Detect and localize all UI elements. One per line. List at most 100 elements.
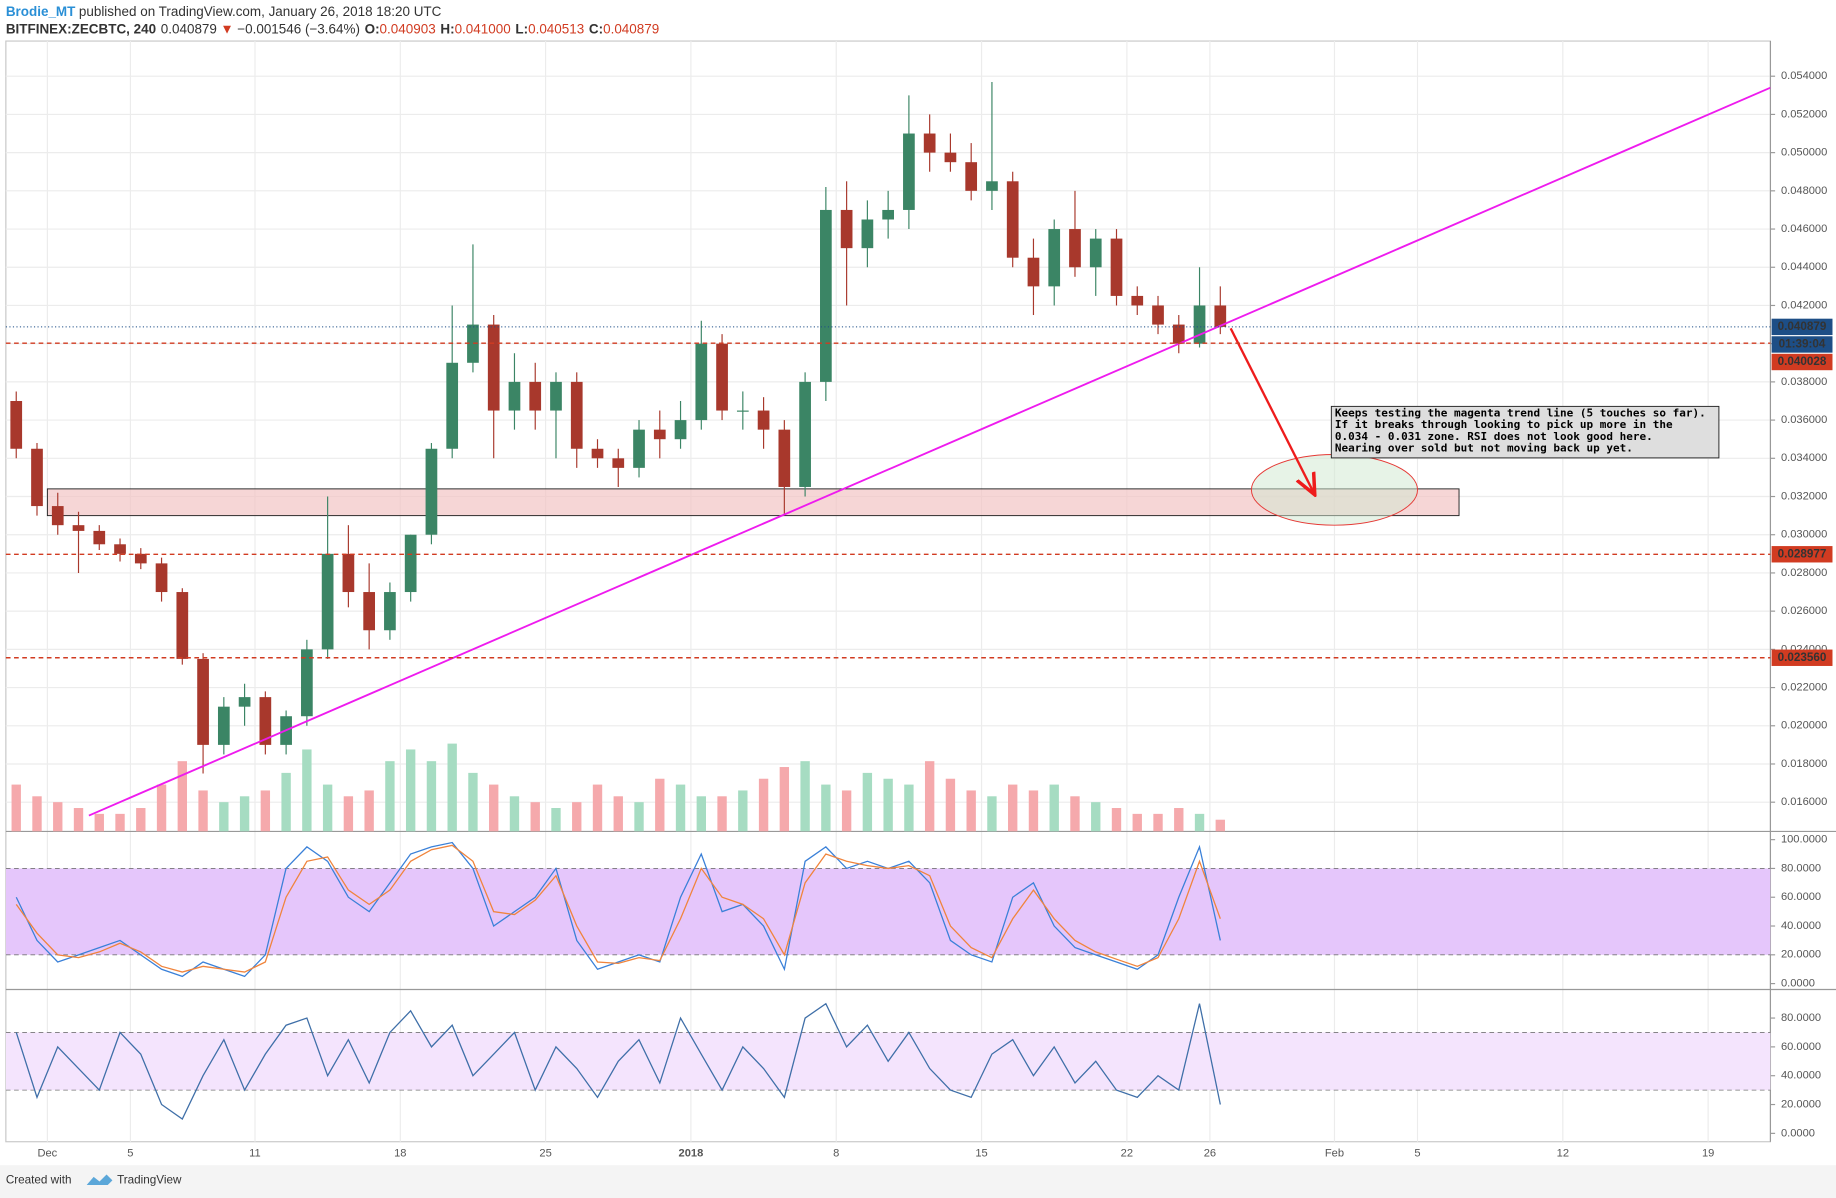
y-tick-label: 0.032000	[1781, 490, 1827, 502]
y-tick-label: 0.0000	[1781, 1127, 1815, 1139]
y-tick-label: 0.050000	[1781, 147, 1827, 159]
volume-bar	[738, 790, 748, 832]
candle-body	[404, 534, 417, 593]
volume-bar	[572, 802, 582, 832]
volume-bar	[1091, 802, 1101, 832]
candle-body	[93, 530, 106, 545]
candle-body	[1131, 295, 1144, 306]
y-tick-label: 0.048000	[1781, 185, 1827, 197]
volume-bar	[945, 778, 956, 832]
candle-body	[508, 381, 521, 411]
header-line: Brodie_MT published on TradingView.com, J…	[6, 3, 442, 18]
x-tick-label: 18	[394, 1147, 406, 1159]
published: published on TradingView.com, January 26…	[79, 3, 442, 18]
x-tick-label: 5	[1414, 1147, 1420, 1159]
volume-bar	[613, 796, 623, 832]
y-tick-label: 0.030000	[1781, 529, 1827, 541]
y-tick-label: 60.0000	[1781, 891, 1821, 903]
target-ellipse	[1250, 454, 1418, 526]
symbol: BITFINEX:ZECBTC, 240	[6, 21, 156, 36]
countdown-tag	[1771, 336, 1833, 353]
volume-bar	[1049, 784, 1059, 832]
footer-brand[interactable]: TradingView	[117, 1173, 182, 1186]
volume-bar	[73, 808, 84, 832]
indicator-pane	[5, 841, 1771, 978]
x-tick-label: 15	[975, 1147, 987, 1159]
candle-body	[134, 553, 147, 564]
x-tick-label: Feb	[1325, 1147, 1344, 1159]
note-line: Nearing over sold but not moving back up…	[1335, 442, 1633, 455]
y-tick-label: 0.028000	[1781, 567, 1827, 579]
volume-bar	[32, 796, 42, 832]
candle-body	[1110, 238, 1123, 296]
candle-body	[612, 458, 625, 468]
y-tick-label: 0.044000	[1781, 261, 1827, 273]
volume-bar	[281, 772, 291, 832]
ohlc-label: L:	[515, 21, 528, 36]
volume-bar	[219, 802, 229, 832]
candle-body	[217, 706, 230, 745]
candle-body	[695, 343, 708, 421]
volume-bar	[530, 802, 540, 832]
y-tick-label: 0.020000	[1781, 720, 1827, 732]
candle-body	[467, 324, 479, 363]
candle-body	[1069, 229, 1081, 268]
volume-bar	[94, 813, 104, 832]
volume-bar	[758, 778, 769, 832]
volume-bar	[509, 796, 520, 832]
candle-body	[155, 563, 168, 593]
ohlc-label: O:	[365, 21, 380, 36]
y-tick-label: 0.022000	[1781, 682, 1827, 694]
y-tick-label: 20.0000	[1781, 949, 1821, 961]
ohlc-value: 0.040903	[380, 21, 436, 36]
price-tag	[1771, 353, 1833, 371]
candle-body	[197, 658, 209, 745]
forecast-arrow	[1229, 327, 1314, 492]
y-tick-label: 0.052000	[1781, 108, 1827, 120]
price-tag-label: 0.040879	[1778, 320, 1827, 333]
last-price: 0.040879	[161, 21, 217, 36]
volume-bar	[883, 778, 893, 832]
volume-bar	[675, 784, 686, 832]
candle-body	[903, 133, 915, 210]
candle-body	[591, 448, 604, 459]
candle-body	[529, 381, 542, 411]
candle-body	[570, 381, 583, 449]
author[interactable]: Brodie_MT	[6, 3, 76, 18]
trend-line	[88, 86, 1771, 817]
candle-body	[716, 343, 728, 411]
volume-bar	[115, 813, 125, 832]
volume-bar	[1132, 813, 1142, 832]
volume-bar	[987, 796, 997, 832]
volume-bar	[177, 761, 187, 832]
indicator-line	[15, 844, 1221, 973]
candle-body	[31, 448, 43, 507]
candle-body	[301, 649, 313, 717]
volume-bar	[302, 749, 312, 832]
volume-bar	[551, 808, 561, 832]
volume-bar	[156, 784, 167, 832]
candle-body	[1193, 305, 1206, 344]
ohlc-label: C:	[589, 21, 603, 36]
price-tag-label: 0.028977	[1778, 547, 1827, 560]
candle-body	[736, 410, 749, 412]
candle-body	[757, 410, 770, 430]
candle-body	[882, 209, 894, 220]
volume-bar	[136, 808, 146, 832]
volume-bar	[634, 802, 644, 832]
candle-body	[778, 429, 791, 487]
y-tick-label: 80.0000	[1781, 1012, 1821, 1024]
volume-bar	[343, 796, 354, 832]
candle-body	[1048, 229, 1061, 287]
volume-bar	[447, 743, 457, 832]
y-tick-label: 80.0000	[1781, 862, 1821, 874]
note-line: If it breaks through looking to pick up …	[1335, 418, 1673, 431]
volume-bar	[1111, 808, 1122, 832]
candle-body	[176, 592, 189, 659]
ohlc-value: 0.040879	[603, 21, 659, 36]
volume-bar	[322, 784, 333, 832]
price-tag-label: 0.040028	[1778, 355, 1827, 368]
candle-body	[965, 162, 978, 191]
